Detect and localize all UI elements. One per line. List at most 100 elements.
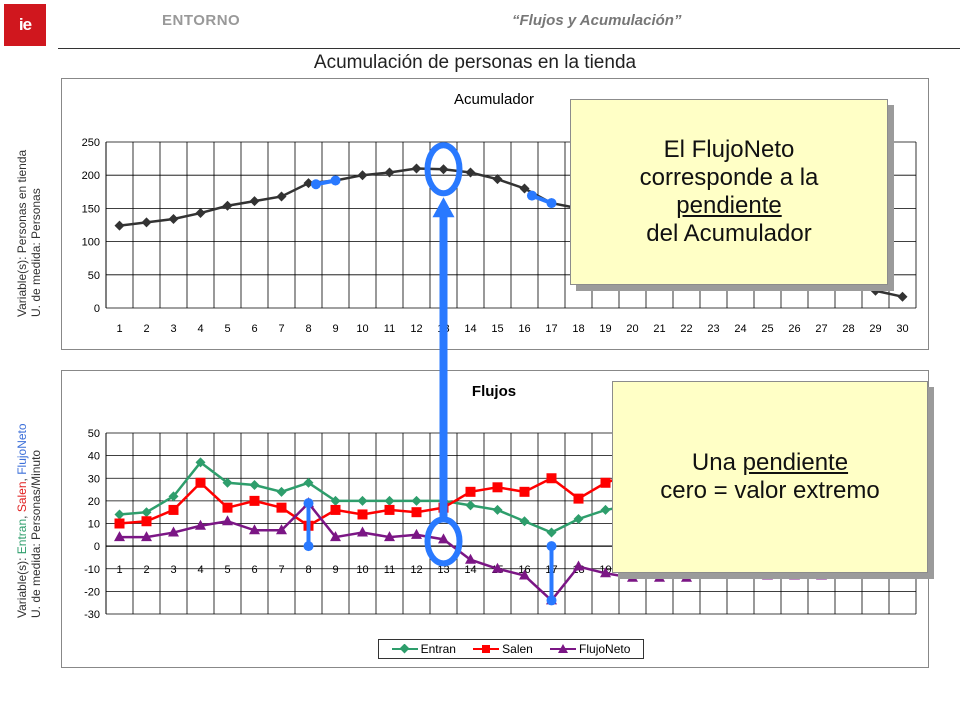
acumulador-y-tick-label: 0: [94, 303, 100, 315]
slope-tangent-dot: [526, 190, 537, 201]
acumulador-data-point: [168, 214, 179, 225]
acumulador-data-point: [870, 285, 881, 296]
extreme-value-callout: Una pendiente cero = valor extremo: [612, 381, 928, 573]
flujos-data-point: [411, 495, 422, 506]
flujos-data-point: [303, 477, 314, 488]
flujos-data-point: [573, 560, 584, 571]
flujos-x-tick-label: 14: [464, 564, 476, 576]
acumulador-x-tick-label: 28: [842, 323, 854, 335]
flujos-data-point: [276, 486, 287, 497]
flujos-x-tick-label: 7: [278, 564, 284, 576]
flujos-data-point: [222, 477, 233, 488]
section-label: ENTORNO: [162, 12, 241, 29]
flujos-data-point: [195, 519, 206, 530]
acumulador-x-tick-label: 27: [815, 323, 827, 335]
acumulador-x-tick-label: 16: [518, 323, 530, 335]
flujos-y-tick-label: 10: [88, 519, 100, 531]
flujos-data-point: [330, 495, 341, 506]
flujos-y-tick-label: 50: [88, 428, 100, 440]
acumulador-x-tick-label: 30: [896, 323, 908, 335]
flujos-data-point: [600, 477, 611, 488]
flujos-data-point: [249, 480, 260, 491]
flujos-data-point: [222, 502, 233, 513]
flujos-x-tick-label: 10: [356, 564, 368, 576]
flujos-data-point: [357, 509, 368, 520]
flujoneto-magnitude-dot: [546, 595, 557, 606]
flujos-data-point: [168, 526, 179, 537]
acumulador-x-tick-label: 12: [410, 323, 422, 335]
flujos-x-tick-label: 12: [410, 564, 422, 576]
legend-flujoneto: FlujoNeto: [550, 642, 630, 656]
flujos-data-point: [492, 562, 503, 573]
acumulador-x-tick-label: 6: [251, 323, 257, 335]
header-divider: [58, 48, 960, 49]
flujos-y-tick-label: 20: [88, 496, 100, 508]
acumulador-chart-title: Acumulador: [454, 91, 534, 108]
zero-flow-highlight-ring: [424, 516, 463, 567]
flujos-series-line-flujoneto: [119, 501, 903, 603]
flujos-legend: Entran Salen FlujoNeto: [378, 639, 644, 659]
connection-arrow-head: [432, 197, 455, 218]
flujos-data-point: [816, 569, 827, 580]
flujos-y-tick-label: -10: [84, 564, 100, 576]
flujos-data-point: [384, 531, 395, 542]
flujos-data-point: [492, 504, 503, 515]
flujos-x-tick-label: 1: [116, 564, 122, 576]
flujos-data-point: [276, 502, 287, 513]
acumulador-x-tick-label: 29: [869, 323, 881, 335]
slope-tangent-dot: [330, 175, 341, 186]
flujos-data-point: [114, 509, 125, 520]
flujos-data-point: [114, 518, 125, 529]
flujos-y-tick-label: -30: [84, 609, 100, 621]
flujoneto-magnitude-dot: [303, 498, 314, 509]
slope-tangent-dot: [546, 198, 557, 209]
acumulador-data-point: [384, 167, 395, 178]
flujos-data-point: [519, 486, 530, 497]
acumulador-data-point: [276, 191, 287, 202]
acumulador-data-point: [303, 178, 314, 189]
flujos-data-point: [141, 516, 152, 527]
flujos-data-point: [546, 527, 557, 538]
acumulador-y-tick-label: 50: [88, 270, 100, 282]
flujoneto-magnitude-dot: [303, 541, 314, 552]
slope-tangent-dot: [310, 179, 321, 190]
acumulador-data-point: [519, 183, 530, 194]
flujos-data-point: [762, 569, 773, 580]
flujos-data-point: [384, 495, 395, 506]
acumulador-x-tick-label: 20: [626, 323, 638, 335]
flujos-data-point: [573, 513, 584, 524]
flujos-x-tick-label: 4: [197, 564, 203, 576]
acumulador-x-tick-label: 9: [332, 323, 338, 335]
acumulador-x-tick-label: 25: [761, 323, 773, 335]
flujos-data-point: [330, 531, 341, 542]
flujos-data-point: [411, 528, 422, 539]
flujos-data-point: [600, 567, 611, 578]
acumulador-x-tick-label: 19: [599, 323, 611, 335]
flujos-x-tick-label: 9: [332, 564, 338, 576]
flujos-data-point: [141, 531, 152, 542]
acumulador-y-tick-label: 100: [82, 237, 100, 249]
acumulador-data-point: [411, 163, 422, 174]
acumulador-y-tick-label: 150: [82, 203, 100, 215]
flujos-data-point: [627, 571, 638, 582]
flujos-data-point: [168, 491, 179, 502]
acumulador-data-point: [492, 174, 503, 185]
flujos-data-point: [465, 486, 476, 497]
acumulador-y-tick-label: 250: [82, 137, 100, 149]
flujos-x-tick-label: 13: [437, 564, 449, 576]
acumulador-x-tick-label: 26: [788, 323, 800, 335]
flujos-data-point: [168, 504, 179, 515]
flujos-data-point: [222, 515, 233, 526]
acumulador-x-tick-label: 21: [653, 323, 665, 335]
flujos-x-tick-label: 6: [251, 564, 257, 576]
flujos-x-tick-label: 8: [305, 564, 311, 576]
flujos-data-point: [330, 504, 341, 515]
flujos-chart-title: Flujos: [472, 383, 516, 400]
acumulador-x-tick-label: 8: [305, 323, 311, 335]
acumulador-x-tick-label: 23: [707, 323, 719, 335]
flujos-data-point: [438, 533, 449, 544]
flujos-data-point: [114, 531, 125, 542]
flujos-y-tick-label: 0: [94, 541, 100, 553]
acumulador-x-tick-label: 14: [464, 323, 476, 335]
company-logo: ie: [4, 4, 46, 46]
